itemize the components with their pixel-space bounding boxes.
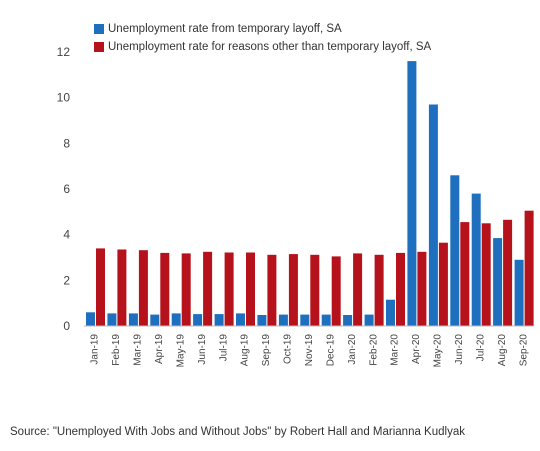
bar-other-reasons <box>181 253 191 326</box>
bar-other-reasons <box>524 210 534 326</box>
bar-temporary-layoff <box>257 315 267 326</box>
y-tick-label: 0 <box>63 319 70 333</box>
x-tick-label: Jul-20 <box>475 334 486 362</box>
y-tick-label: 6 <box>63 182 70 196</box>
bar-other-reasons <box>481 223 491 327</box>
bar-other-reasons <box>160 252 170 326</box>
bar-chart: 0 2 4 6 8 10 12 Jan-19 Feb-19 Mar-19 Apr-19 May-19… <box>57 45 534 368</box>
x-tick-label: Oct-19 <box>283 334 294 364</box>
x-tick-label: Dec-19 <box>325 334 336 367</box>
bar-temporary-layoff <box>493 238 503 326</box>
bar-other-reasons <box>117 249 127 326</box>
bars <box>86 61 534 327</box>
bar-other-reasons <box>331 256 341 326</box>
bar-temporary-layoff <box>514 259 524 326</box>
bar-other-reasons <box>138 250 148 326</box>
x-tick-label: Apr-20 <box>411 334 422 364</box>
bar-other-reasons <box>353 253 363 326</box>
bar-temporary-layoff <box>450 175 460 326</box>
x-tick-label: Apr-19 <box>154 334 165 364</box>
x-tick-label: Nov-19 <box>304 334 315 367</box>
bar-temporary-layoff <box>278 314 288 326</box>
x-tick-label: Feb-20 <box>368 334 379 366</box>
bar-other-reasons <box>460 222 470 326</box>
bar-temporary-layoff <box>321 314 331 326</box>
bar-temporary-layoff <box>471 193 481 326</box>
legend-label-other-reasons: Unemployment rate for reasons other than… <box>108 41 432 53</box>
x-tick-label: Jul-19 <box>218 334 229 362</box>
y-tick-label: 8 <box>63 136 70 150</box>
bar-temporary-layoff <box>428 104 438 326</box>
bar-other-reasons <box>224 252 234 326</box>
bar-temporary-layoff <box>364 314 374 326</box>
legend-label-temporary-layoff: Unemployment rate from temporary layoff,… <box>108 23 342 35</box>
legend-swatch-temporary-layoff <box>94 24 104 34</box>
source-note: Source: "Unemployed With Jobs and Withou… <box>10 426 465 438</box>
x-tick-label: Jun-19 <box>197 334 208 365</box>
bar-temporary-layoff <box>214 314 224 326</box>
y-tick-label: 12 <box>57 45 71 59</box>
x-tick-label: Aug-19 <box>240 334 251 367</box>
bar-other-reasons <box>396 252 405 326</box>
legend-item-other-reasons: Unemployment rate for reasons other than… <box>94 38 431 56</box>
bar-other-reasons <box>503 219 513 326</box>
bar-other-reasons <box>310 254 320 326</box>
y-tick-label: 4 <box>63 228 70 242</box>
x-tick-label: Mar-20 <box>390 334 401 366</box>
bar-temporary-layoff <box>386 299 395 326</box>
x-tick-label: May-20 <box>433 334 444 368</box>
bar-temporary-layoff <box>300 314 310 326</box>
bar-other-reasons <box>96 248 105 326</box>
bar-other-reasons <box>288 254 298 326</box>
bar-temporary-layoff <box>407 61 417 326</box>
legend-item-temporary-layoff: Unemployment rate from temporary layoff,… <box>94 20 431 38</box>
x-tick-label: Sep-19 <box>261 334 272 367</box>
x-tick-label: Aug-20 <box>497 334 508 367</box>
x-tick-label: Jun-20 <box>454 334 465 365</box>
bar-other-reasons <box>267 254 277 326</box>
x-tick-label: Jan-20 <box>347 334 358 365</box>
bar-temporary-layoff <box>236 313 245 326</box>
bar-temporary-layoff <box>86 312 95 326</box>
x-tick-label: Sep-20 <box>518 334 529 367</box>
bar-other-reasons <box>438 242 448 326</box>
legend: Unemployment rate from temporary layoff,… <box>94 20 431 56</box>
y-tick-label: 10 <box>57 91 71 105</box>
bar-other-reasons <box>246 252 255 326</box>
bar-other-reasons <box>203 251 213 326</box>
legend-swatch-other-reasons <box>94 42 104 52</box>
x-axis: Jan-19 Feb-19 Mar-19 Apr-19 May-19 Jun-19 Jul-… <box>90 334 530 368</box>
bar-temporary-layoff <box>193 314 203 326</box>
bar-temporary-layoff <box>343 315 353 326</box>
x-tick-label: Jan-19 <box>90 334 101 365</box>
y-axis: 0 2 4 6 8 10 12 <box>57 45 71 333</box>
bar-temporary-layoff <box>128 313 138 326</box>
x-tick-label: May-19 <box>175 334 186 368</box>
y-tick-label: 2 <box>63 273 70 287</box>
bar-other-reasons <box>374 254 384 326</box>
x-tick-label: Feb-19 <box>111 334 122 366</box>
bar-temporary-layoff <box>150 314 160 326</box>
x-tick-label: Mar-19 <box>133 334 144 366</box>
bar-temporary-layoff <box>107 313 117 326</box>
bar-temporary-layoff <box>171 313 181 326</box>
bar-other-reasons <box>417 251 427 326</box>
